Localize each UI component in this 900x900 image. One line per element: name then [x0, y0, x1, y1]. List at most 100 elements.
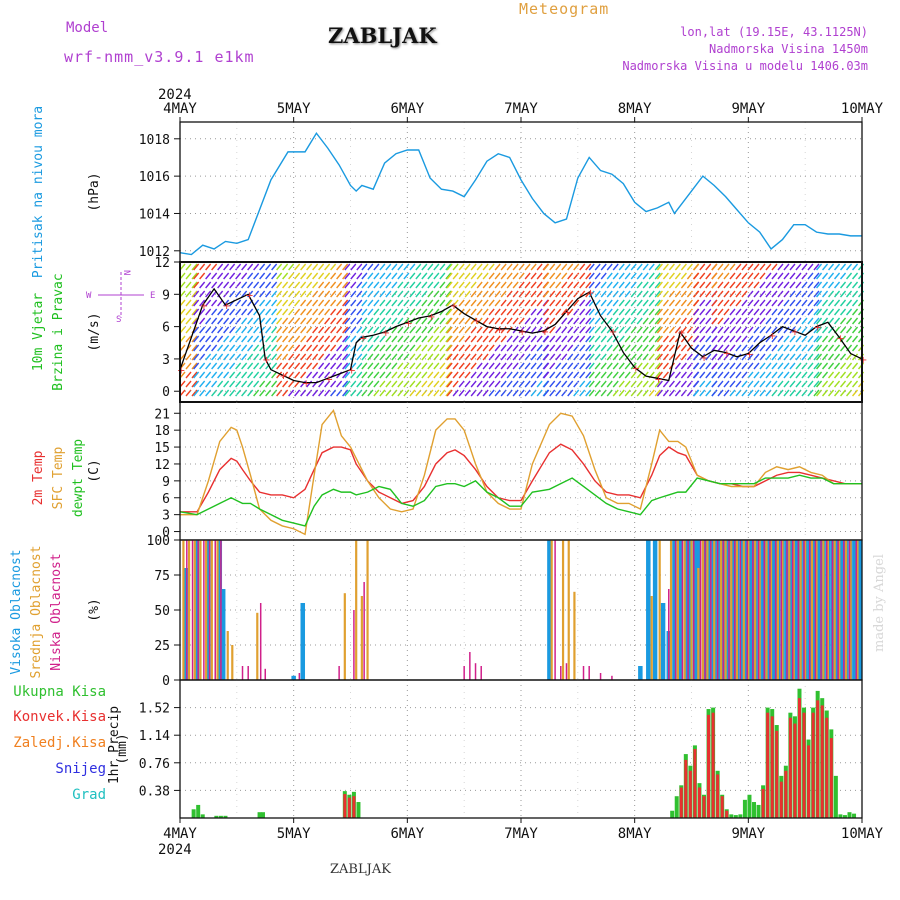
bar	[702, 796, 706, 818]
wind-barb	[807, 308, 814, 316]
wind-barb	[253, 290, 260, 298]
wind-barb	[445, 335, 452, 343]
wind-barb	[648, 308, 655, 316]
wind-barb	[271, 272, 278, 280]
bar	[725, 810, 729, 818]
wind-barb	[699, 308, 706, 316]
wind-barb	[235, 308, 242, 316]
wind-barb	[636, 263, 643, 271]
wind-barb	[654, 290, 661, 298]
wind-barb	[555, 353, 562, 361]
wind-barb	[494, 299, 501, 307]
wind-barb	[662, 380, 669, 388]
wind-barb	[433, 362, 440, 370]
wind-barb	[235, 281, 242, 289]
wind-barb	[815, 353, 823, 361]
wind-barb	[318, 290, 325, 298]
wind-barb	[815, 290, 823, 298]
wind-barb	[433, 371, 440, 379]
wind-barb	[618, 299, 625, 307]
wind-barb	[191, 263, 198, 271]
wind-barb	[193, 326, 200, 334]
wind-barb	[445, 380, 452, 388]
wind-barb	[397, 317, 404, 325]
wind-barb	[729, 380, 736, 388]
wind-barb	[815, 344, 823, 352]
wind-barb	[500, 317, 507, 325]
wind-barb	[606, 353, 613, 361]
wind-barb	[445, 317, 452, 325]
wind-barb	[777, 326, 784, 334]
wind-barb	[367, 281, 374, 289]
wind-barb	[199, 362, 206, 370]
bar	[554, 540, 556, 680]
bar	[766, 712, 770, 818]
wind-barb	[680, 317, 687, 325]
wind-barb	[482, 371, 489, 379]
wind-barb	[735, 344, 742, 352]
wind-barb	[312, 317, 319, 325]
wind-barb	[361, 371, 368, 379]
wind-barb	[662, 362, 669, 370]
wind-barb	[680, 263, 687, 271]
wind-barb	[815, 317, 823, 325]
credit-text: made by Angel	[872, 554, 887, 652]
bar	[214, 815, 219, 818]
wind-barb	[839, 263, 847, 271]
y-tick-label: 100	[147, 534, 170, 549]
gust-mark: +	[836, 333, 844, 344]
wind-barb	[656, 263, 663, 271]
bar	[182, 540, 185, 680]
wind-barb	[385, 272, 392, 280]
product-title: Meteogram	[519, 0, 610, 18]
wind-barb	[573, 272, 580, 280]
wind-barb	[318, 371, 325, 379]
wind-barb	[567, 272, 574, 280]
wind-barb	[555, 389, 562, 397]
wind-barb	[373, 389, 380, 397]
wind-barb	[801, 362, 808, 370]
wind-barb	[500, 371, 507, 379]
wind-barb	[783, 389, 790, 397]
wind-barb	[833, 362, 841, 370]
wind-barb	[680, 335, 687, 343]
wind-barb	[446, 326, 453, 334]
wind-barb	[839, 389, 847, 397]
wind-barb	[470, 290, 477, 298]
wind-barb	[765, 353, 772, 361]
wind-barb	[356, 263, 363, 271]
wind-barb	[223, 263, 230, 271]
wind-barb	[524, 389, 531, 397]
wind-barb	[555, 335, 562, 343]
wind-barb	[458, 344, 465, 352]
wind-barb	[518, 308, 525, 316]
wind-barb	[464, 344, 471, 352]
wind-barb	[686, 317, 693, 325]
wind-barb	[588, 335, 595, 343]
precip-legend-item: Zaledj.Kisa	[13, 735, 106, 751]
wind-barb	[680, 308, 687, 316]
wind-barb	[555, 326, 562, 334]
wind-barb	[845, 299, 853, 307]
wind-barb	[783, 335, 790, 343]
wind-barb	[813, 380, 820, 388]
wind-barb	[350, 389, 357, 397]
wind-barb	[452, 308, 459, 316]
wind-barb	[555, 299, 562, 307]
wind-barb	[199, 290, 206, 298]
wind-barb	[801, 281, 808, 289]
bar	[356, 802, 361, 818]
bar	[843, 540, 845, 680]
wind-barb	[433, 380, 440, 388]
wind-barb	[821, 326, 829, 334]
wind-barb	[729, 290, 736, 298]
wind-barb	[288, 326, 295, 334]
wind-barb	[458, 272, 465, 280]
wind-barb	[654, 326, 661, 334]
wind-barb	[229, 272, 236, 280]
precip-legend-item: Grad	[72, 787, 106, 803]
wind-barb	[741, 371, 748, 379]
wind-barb	[241, 308, 248, 316]
wind-barb	[674, 299, 681, 307]
wind-barb	[579, 263, 586, 271]
